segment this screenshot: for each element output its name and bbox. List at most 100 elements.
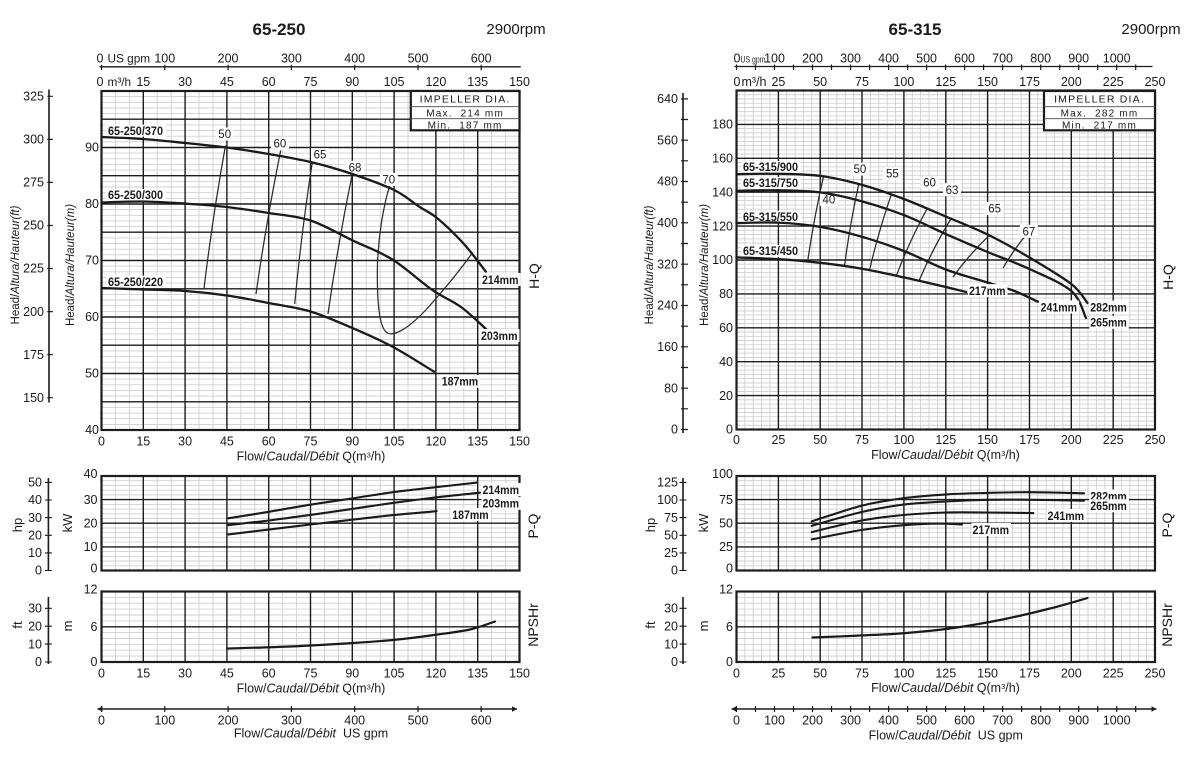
svg-text:250: 250 — [1145, 433, 1166, 447]
svg-text:125: 125 — [935, 433, 956, 447]
svg-text:300: 300 — [840, 52, 861, 66]
svg-text:125: 125 — [657, 476, 678, 490]
svg-text:45: 45 — [220, 667, 234, 681]
svg-text:90: 90 — [85, 141, 99, 155]
svg-text:50: 50 — [813, 433, 827, 447]
svg-text:2900rpm: 2900rpm — [486, 21, 545, 38]
svg-text:560: 560 — [657, 133, 678, 147]
svg-text:Head/Altura/Hauteur(m): Head/Altura/Hauteur(m) — [699, 204, 711, 326]
svg-text:15: 15 — [136, 667, 150, 681]
svg-text:0: 0 — [98, 714, 105, 728]
svg-text:600: 600 — [471, 714, 492, 728]
svg-text:400: 400 — [878, 714, 899, 728]
svg-text:30: 30 — [84, 493, 98, 507]
svg-text:600: 600 — [471, 52, 492, 66]
svg-text:15: 15 — [136, 435, 150, 449]
svg-text:25: 25 — [719, 540, 733, 554]
svg-text:100: 100 — [893, 75, 914, 89]
svg-text:0: 0 — [671, 564, 678, 578]
svg-text:700: 700 — [992, 52, 1013, 66]
svg-text:2900rpm: 2900rpm — [1121, 21, 1180, 38]
svg-text:1000: 1000 — [1103, 714, 1131, 728]
svg-text:500: 500 — [916, 52, 937, 66]
svg-text:50: 50 — [854, 164, 867, 176]
svg-text:200: 200 — [1061, 75, 1082, 89]
svg-text:135: 135 — [467, 75, 488, 89]
svg-text:65-315/900: 65-315/900 — [743, 160, 798, 174]
svg-text:250: 250 — [1145, 667, 1166, 681]
svg-text:0: 0 — [98, 435, 105, 449]
svg-text:70: 70 — [85, 254, 99, 268]
svg-text:100: 100 — [712, 467, 733, 481]
svg-text:Max. 282 mm: Max. 282 mm — [1061, 108, 1139, 119]
svg-text:800: 800 — [1030, 714, 1051, 728]
svg-text:105: 105 — [384, 435, 405, 449]
svg-text:160: 160 — [657, 340, 678, 354]
svg-text:300: 300 — [23, 133, 44, 147]
svg-text:m³/h: m³/h — [742, 75, 767, 89]
svg-text:175: 175 — [1019, 433, 1040, 447]
svg-text:0: 0 — [91, 655, 98, 669]
svg-text:75: 75 — [719, 493, 733, 507]
svg-text:0: 0 — [671, 423, 678, 437]
svg-text:150: 150 — [509, 667, 530, 681]
svg-text:Min. 217 mm: Min. 217 mm — [1062, 120, 1137, 131]
svg-text:0: 0 — [733, 714, 740, 728]
svg-text:120: 120 — [712, 219, 733, 233]
svg-text:225: 225 — [1103, 75, 1124, 89]
svg-text:175: 175 — [1019, 75, 1040, 89]
svg-text:400: 400 — [344, 714, 365, 728]
svg-text:68: 68 — [349, 162, 362, 174]
svg-text:100: 100 — [712, 253, 733, 267]
svg-text:105: 105 — [384, 667, 405, 681]
svg-text:Max. 214 mm: Max. 214 mm — [426, 108, 504, 119]
svg-text:150: 150 — [23, 391, 44, 405]
svg-text:135: 135 — [467, 667, 488, 681]
svg-text:75: 75 — [855, 433, 869, 447]
svg-text:40: 40 — [84, 467, 98, 481]
svg-text:IMPELLER DIA.: IMPELLER DIA. — [420, 94, 511, 106]
svg-text:0: 0 — [733, 433, 740, 447]
svg-text:10: 10 — [28, 546, 42, 560]
svg-text:P-Q: P-Q — [1159, 512, 1175, 537]
svg-text:225: 225 — [23, 262, 44, 276]
svg-text:241mm: 241mm — [1041, 300, 1078, 314]
svg-text:500: 500 — [408, 714, 429, 728]
svg-text:H-Q: H-Q — [526, 263, 542, 289]
svg-text:20: 20 — [664, 619, 678, 633]
svg-text:1000: 1000 — [1103, 52, 1131, 66]
svg-text:45: 45 — [220, 435, 234, 449]
svg-text:120: 120 — [425, 667, 446, 681]
svg-text:0: 0 — [35, 564, 42, 578]
svg-text:65-315/450: 65-315/450 — [743, 244, 798, 258]
svg-text:217mm: 217mm — [973, 523, 1010, 537]
svg-text:900: 900 — [1068, 52, 1089, 66]
svg-text:100: 100 — [154, 714, 175, 728]
svg-text:180: 180 — [712, 118, 733, 132]
svg-text:140: 140 — [712, 185, 733, 199]
svg-text:150: 150 — [977, 75, 998, 89]
svg-text:75: 75 — [304, 435, 318, 449]
svg-text:60: 60 — [262, 75, 276, 89]
svg-text:50: 50 — [85, 367, 99, 381]
svg-text:600: 600 — [954, 52, 975, 66]
svg-text:0: 0 — [726, 655, 733, 669]
svg-text:200: 200 — [802, 714, 823, 728]
svg-text:700: 700 — [992, 714, 1013, 728]
svg-text:75: 75 — [855, 75, 869, 89]
svg-text:25: 25 — [771, 433, 785, 447]
svg-text:0: 0 — [733, 667, 740, 681]
svg-text:30: 30 — [178, 75, 192, 89]
svg-text:90: 90 — [345, 75, 359, 89]
svg-text:Flow/Caudal/Débit Q(m3/h): Flow/Caudal/Débit Q(m3/h) — [237, 682, 386, 696]
svg-text:ft: ft — [643, 621, 658, 629]
svg-text:400: 400 — [878, 52, 899, 66]
svg-text:300: 300 — [281, 714, 302, 728]
svg-text:40: 40 — [823, 194, 836, 206]
svg-text:30: 30 — [664, 602, 678, 616]
svg-text:40: 40 — [719, 355, 733, 369]
svg-text:65-250/220: 65-250/220 — [108, 275, 163, 289]
svg-text:Flow/Caudal/Débit Q(m3/h): Flow/Caudal/Débit Q(m3/h) — [871, 448, 1020, 462]
svg-text:65-315: 65-315 — [889, 20, 942, 39]
svg-text:90: 90 — [345, 435, 359, 449]
